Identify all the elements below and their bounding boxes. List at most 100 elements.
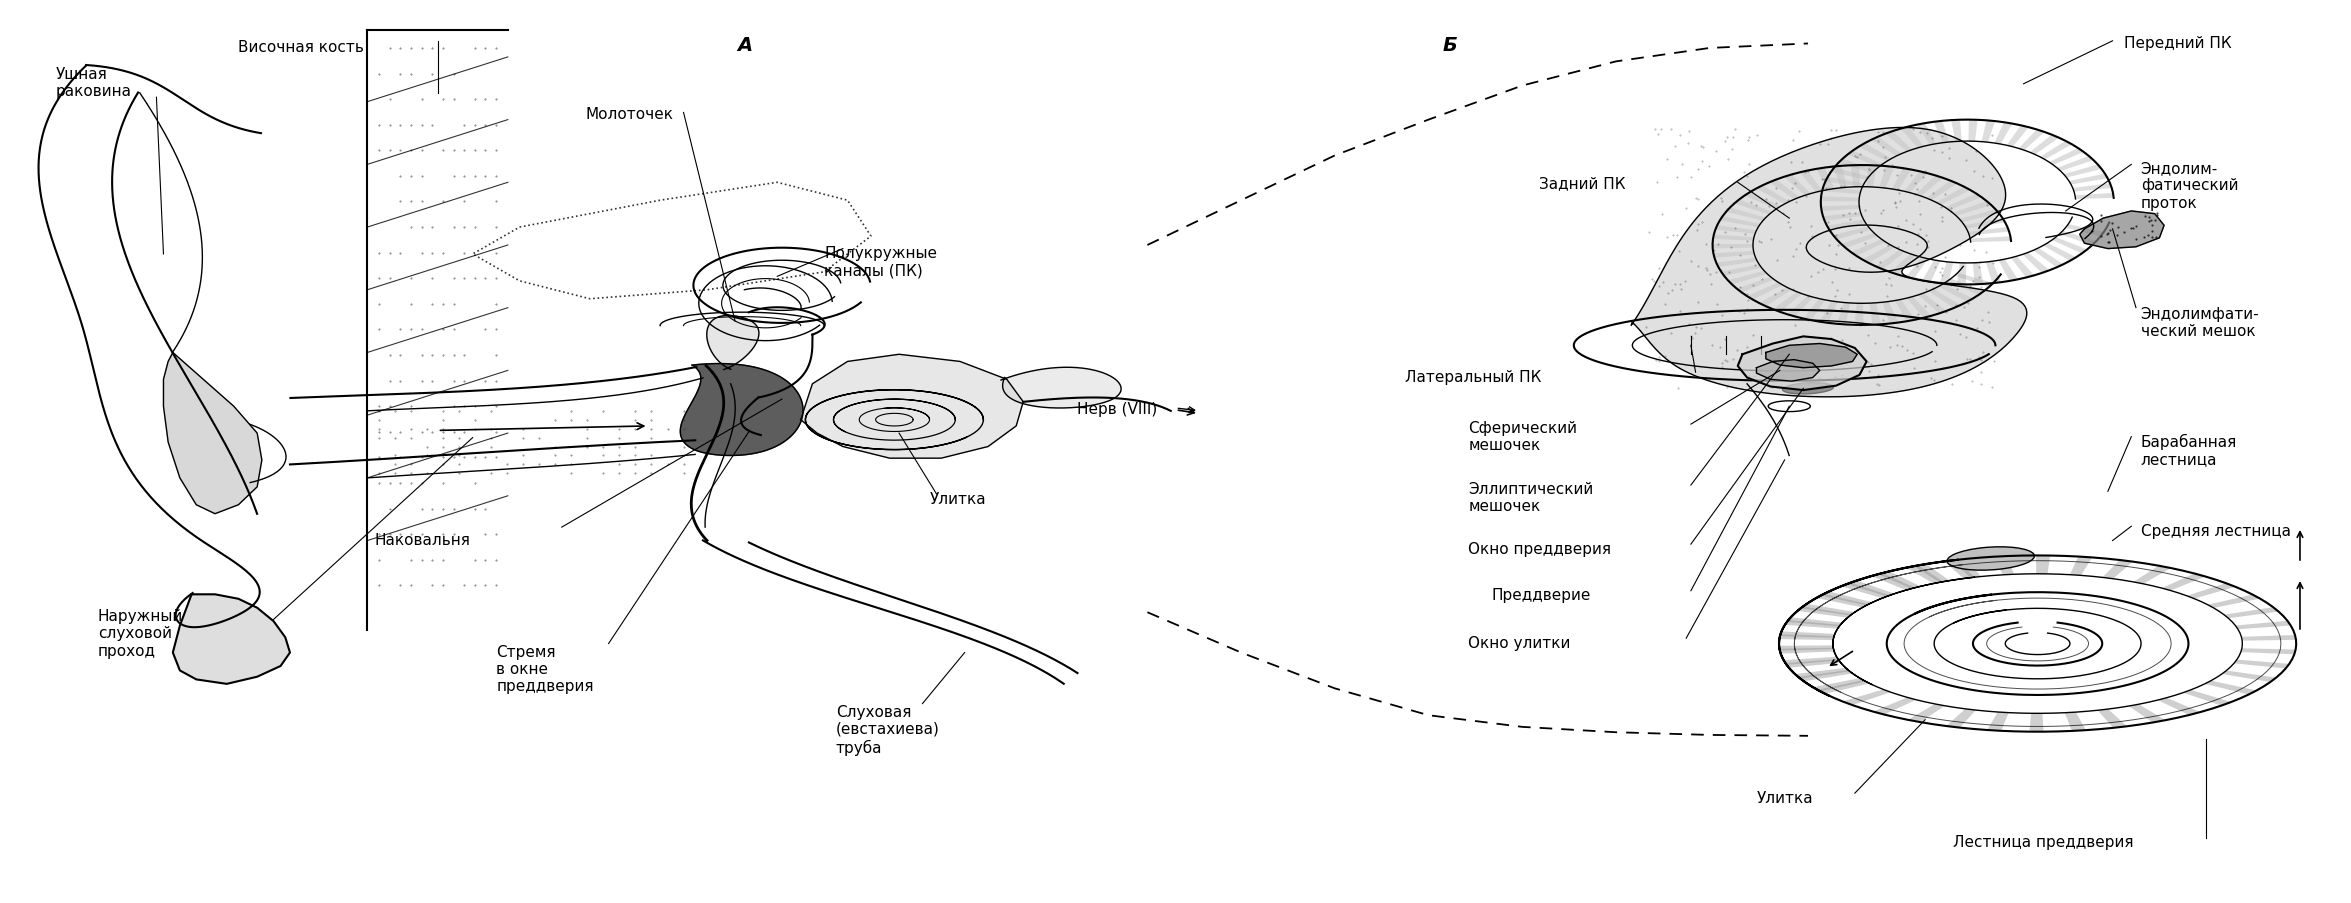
Ellipse shape xyxy=(1782,383,1834,395)
Text: Средняя лестница: Средняя лестница xyxy=(2142,523,2290,538)
Polygon shape xyxy=(2236,621,2290,629)
Polygon shape xyxy=(1773,293,1803,312)
Polygon shape xyxy=(1935,122,1949,144)
Polygon shape xyxy=(1841,234,1878,249)
Polygon shape xyxy=(2010,257,2034,278)
Text: Улитка: Улитка xyxy=(929,492,985,507)
Polygon shape xyxy=(1893,169,1911,191)
Polygon shape xyxy=(2102,561,2132,579)
Polygon shape xyxy=(1721,265,1761,276)
Text: Б: Б xyxy=(1441,35,1458,54)
Polygon shape xyxy=(1867,166,1876,188)
Polygon shape xyxy=(1841,583,1890,599)
Polygon shape xyxy=(2029,713,2043,731)
Polygon shape xyxy=(1822,206,1860,212)
Polygon shape xyxy=(1714,235,1754,241)
Polygon shape xyxy=(1940,263,1954,284)
Polygon shape xyxy=(1850,166,1860,188)
Polygon shape xyxy=(1737,337,1867,391)
Text: Нерв (VIII): Нерв (VIII) xyxy=(1077,401,1157,416)
Text: Преддверие: Преддверие xyxy=(1493,588,1592,602)
Polygon shape xyxy=(1923,261,1940,283)
Polygon shape xyxy=(174,595,289,684)
Polygon shape xyxy=(1994,556,2015,575)
Polygon shape xyxy=(2097,709,2128,728)
Text: Задний ПК: Задний ПК xyxy=(1538,176,1625,191)
Polygon shape xyxy=(1843,690,1890,705)
Polygon shape xyxy=(1848,152,1883,168)
Polygon shape xyxy=(1944,194,1982,211)
Polygon shape xyxy=(1907,565,1944,584)
Polygon shape xyxy=(1834,167,1848,189)
Polygon shape xyxy=(679,364,804,456)
Polygon shape xyxy=(2069,174,2109,185)
Polygon shape xyxy=(1994,123,2012,144)
Polygon shape xyxy=(1813,678,1867,692)
Polygon shape xyxy=(2241,636,2297,641)
Polygon shape xyxy=(1907,297,1933,319)
Polygon shape xyxy=(2205,681,2257,694)
Polygon shape xyxy=(1947,709,1975,728)
Polygon shape xyxy=(708,316,759,370)
Polygon shape xyxy=(1822,591,1871,606)
Text: Лестница преддверия: Лестница преддверия xyxy=(1954,834,2135,850)
Text: Латеральный ПК: Латеральный ПК xyxy=(1406,369,1542,384)
Text: Эндолим-
фатический
проток: Эндолим- фатический проток xyxy=(2142,161,2238,210)
Text: Сферический
мешочек: Сферический мешочек xyxy=(1469,420,1578,452)
Polygon shape xyxy=(1737,277,1775,293)
Polygon shape xyxy=(1987,712,2008,731)
Polygon shape xyxy=(1784,657,1838,666)
Polygon shape xyxy=(1895,300,1916,321)
Polygon shape xyxy=(2034,248,2064,268)
Polygon shape xyxy=(1878,572,1921,589)
Polygon shape xyxy=(1796,668,1850,679)
Polygon shape xyxy=(802,355,1023,459)
Polygon shape xyxy=(1871,137,1902,157)
Polygon shape xyxy=(2043,244,2076,262)
Polygon shape xyxy=(2067,225,2104,237)
Polygon shape xyxy=(1822,187,1862,195)
Text: Наружный
слуховой
проход: Наружный слуховой проход xyxy=(99,608,183,657)
Polygon shape xyxy=(1883,303,1900,324)
Text: А: А xyxy=(736,35,752,54)
Polygon shape xyxy=(1759,288,1791,307)
Polygon shape xyxy=(1820,197,1860,202)
Polygon shape xyxy=(1817,681,1869,694)
Text: Наковальня: Наковальня xyxy=(374,532,470,547)
Polygon shape xyxy=(2076,194,2114,200)
Polygon shape xyxy=(1968,228,2010,236)
Polygon shape xyxy=(1780,646,1834,651)
Polygon shape xyxy=(1855,304,1864,326)
Text: Молоточек: Молоточек xyxy=(585,107,672,122)
Polygon shape xyxy=(1874,698,1916,715)
Polygon shape xyxy=(2069,557,2092,576)
Polygon shape xyxy=(1937,188,1970,206)
Text: Передний ПК: Передний ПК xyxy=(2125,35,2231,51)
Polygon shape xyxy=(1890,255,1916,275)
Polygon shape xyxy=(1972,264,1984,285)
Polygon shape xyxy=(1787,296,1813,317)
Polygon shape xyxy=(1940,284,1972,303)
Polygon shape xyxy=(1958,210,1998,223)
Polygon shape xyxy=(1632,128,2027,397)
Polygon shape xyxy=(1904,172,1928,193)
Polygon shape xyxy=(2022,253,2050,274)
Polygon shape xyxy=(2184,690,2231,706)
Polygon shape xyxy=(2208,595,2259,609)
Polygon shape xyxy=(1956,264,1965,285)
Polygon shape xyxy=(1714,252,1754,258)
Polygon shape xyxy=(1916,124,1937,145)
Polygon shape xyxy=(2186,583,2236,599)
Polygon shape xyxy=(1799,172,1822,193)
Text: Стремя
в окне
преддверия: Стремя в окне преддверия xyxy=(496,644,592,694)
Polygon shape xyxy=(2132,566,2170,584)
Polygon shape xyxy=(1824,178,1864,188)
Polygon shape xyxy=(2222,671,2276,683)
Polygon shape xyxy=(2064,712,2085,731)
Polygon shape xyxy=(1965,219,2005,229)
Polygon shape xyxy=(1817,594,1869,608)
Polygon shape xyxy=(1780,648,1834,654)
Polygon shape xyxy=(1820,302,1838,323)
Polygon shape xyxy=(1827,220,1867,231)
Polygon shape xyxy=(1909,704,1944,722)
